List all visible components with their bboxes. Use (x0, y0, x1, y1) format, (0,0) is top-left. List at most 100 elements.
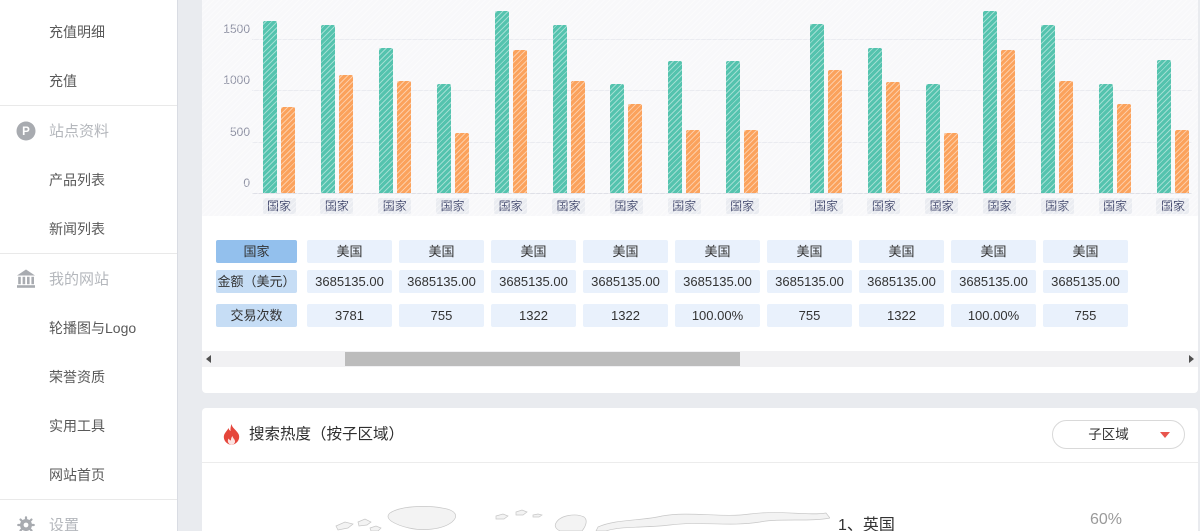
table-cell: 3685135.00 (767, 270, 852, 293)
bar-series-2-group8 (686, 130, 701, 193)
table-row-label: 金额（美元） (216, 270, 297, 293)
sidebar-item-label: 网站首页 (49, 466, 105, 483)
sidebar-item-label: 充值 (49, 72, 77, 89)
horizontal-scrollbar[interactable] (202, 351, 1198, 367)
chevron-down-icon (1160, 432, 1170, 438)
heat-card-header: 搜索热度（按子区域） 子区域 (202, 408, 1198, 463)
sidebar-item-0[interactable]: 充值明细 (0, 7, 177, 56)
y-axis-tick-label: 1000 (223, 73, 250, 88)
table-cell: 1322 (859, 304, 944, 327)
bar-series-1-group11 (867, 48, 882, 193)
sidebar-item-4[interactable]: 产品列表 (0, 155, 177, 204)
bar-series-2-group10 (828, 69, 842, 193)
bar-series-2-group2 (338, 75, 353, 193)
bar-series-2-group3 (396, 81, 411, 193)
table-cell: 美国 (1043, 240, 1128, 263)
scrollbar-thumb[interactable] (345, 352, 740, 366)
sidebar-item-label: 我的网站 (49, 271, 110, 288)
bar-series-1-group1 (263, 20, 277, 193)
table-cell: 美国 (951, 240, 1036, 263)
table-row: 金额（美元） 3685135.00 3685135.00 3685135.00 3685… (202, 270, 1198, 293)
gridline (252, 90, 1192, 92)
bar-series-1-group13 (983, 11, 998, 193)
sidebar-group-7[interactable]: 我的网站 (0, 254, 177, 303)
bank-icon (16, 269, 36, 289)
sidebar-item-label: 荣誉资质 (49, 368, 105, 385)
table-cell: 美国 (859, 240, 944, 263)
gridline (252, 141, 1192, 143)
bar-series-1-group7 (610, 84, 625, 193)
heat-card: 搜索热度（按子区域） 子区域 1、英国 60% (202, 408, 1198, 531)
bar-series-1-group9 (726, 60, 741, 193)
sidebar-item-5[interactable]: 新闻列表 (0, 204, 177, 253)
sidebar-item-label: 充值明细 (49, 23, 105, 40)
x-axis-category-label: 国家 (262, 198, 296, 214)
sidebar-group-13[interactable]: 设置 (0, 500, 177, 531)
x-axis-category-label: 国家 (725, 198, 759, 214)
bar-series-1-group6 (552, 24, 567, 193)
x-axis-category-label: 国家 (1156, 198, 1190, 214)
gridline (252, 39, 1192, 41)
scroll-left-icon[interactable] (206, 355, 211, 363)
chart-card: 0 500 1000 1500 国家 国家 国家 国家 国家 国家 国家 国家 国家 国家 国家 国家 国家 国家… (202, 0, 1198, 393)
sidebar-item-1[interactable]: 充值 (0, 56, 177, 105)
table-cell: 100.00% (951, 304, 1036, 327)
heat-item-label: 1、英国 (838, 517, 895, 531)
bar-series-1-group5 (494, 11, 509, 193)
table-cell: 美国 (767, 240, 852, 263)
bar-series-2-group16 (1174, 130, 1189, 193)
bar-series-1-group8 (668, 60, 683, 193)
x-axis-category-label: 国家 (925, 198, 959, 214)
table-cell: 美国 (307, 240, 392, 263)
table-row: 交易次数 3781 755 1322 1322 100.00% 755 1322 100.00%… (202, 304, 1198, 327)
bar-series-1-group2 (320, 24, 335, 193)
subregion-dropdown[interactable]: 子区域 (1052, 420, 1185, 449)
sidebar-group-3[interactable]: P 站点资料 (0, 106, 177, 155)
bar-series-2-group5 (512, 50, 527, 193)
x-axis-category-label: 国家 (552, 198, 585, 214)
y-axis-tick-label: 1500 (223, 22, 250, 37)
sidebar-item-8[interactable]: 轮播图与Logo (0, 303, 177, 352)
table-cell: 美国 (491, 240, 576, 263)
sidebar-item-10[interactable]: 实用工具 (0, 401, 177, 450)
scroll-right-icon[interactable] (1189, 355, 1194, 363)
bar-series-2-group12 (943, 133, 958, 193)
table-cell: 美国 (583, 240, 668, 263)
table-cell: 3685135.00 (491, 270, 576, 293)
sidebar-item-label: 产品列表 (49, 171, 105, 188)
bar-series-1-group16 (1156, 59, 1171, 193)
bar-series-1-group12 (925, 84, 940, 193)
sidebar-item-label: 设置 (49, 517, 80, 531)
bar-chart: 0 500 1000 1500 国家 国家 国家 国家 国家 国家 国家 国家 国家 国家 国家 国家 国家 国家… (202, 0, 1198, 216)
bar-series-2-group6 (570, 81, 585, 193)
bar-series-2-group1 (281, 106, 295, 193)
bar-series-2-group9 (744, 130, 759, 193)
bar-series-1-group14 (1041, 24, 1056, 193)
x-axis-category-label: 国家 (436, 198, 470, 214)
flame-icon (222, 424, 241, 451)
table-cell: 3781 (307, 304, 392, 327)
y-axis-tick-label: 0 (243, 176, 250, 190)
sidebar-divider (0, 105, 177, 106)
bar-series-1-group15 (1099, 84, 1114, 193)
p-circle-icon: P (16, 121, 36, 141)
table-cell: 1322 (583, 304, 668, 327)
sidebar-item-11[interactable]: 网站首页 (0, 450, 177, 499)
x-axis-category-label: 国家 (378, 198, 412, 214)
x-axis-category-label: 国家 (667, 198, 701, 214)
heat-list: 1、英国 60% (202, 511, 1198, 531)
table-cell: 755 (399, 304, 484, 327)
table-cell: 美国 (675, 240, 760, 263)
table-cell: 3685135.00 (859, 270, 944, 293)
table-cell: 1322 (491, 304, 576, 327)
subregion-dropdown-label: 子区域 (1088, 427, 1129, 442)
table-cell: 3685135.00 (399, 270, 484, 293)
sidebar: 充值明细充值 P 站点资料产品列表新闻列表我的网站轮播图与Logo 荣誉资质实用工具网… (0, 0, 178, 531)
sidebar-item-label: 实用工具 (49, 417, 105, 434)
heat-title: 搜索热度（按子区域） (249, 426, 405, 443)
heat-item-value: 60% (1090, 511, 1123, 528)
bar-series-2-group7 (628, 103, 643, 193)
x-axis-category-label: 国家 (982, 198, 1016, 214)
table-cell: 755 (1043, 304, 1128, 327)
sidebar-item-9[interactable]: 荣誉资质 (0, 352, 177, 401)
